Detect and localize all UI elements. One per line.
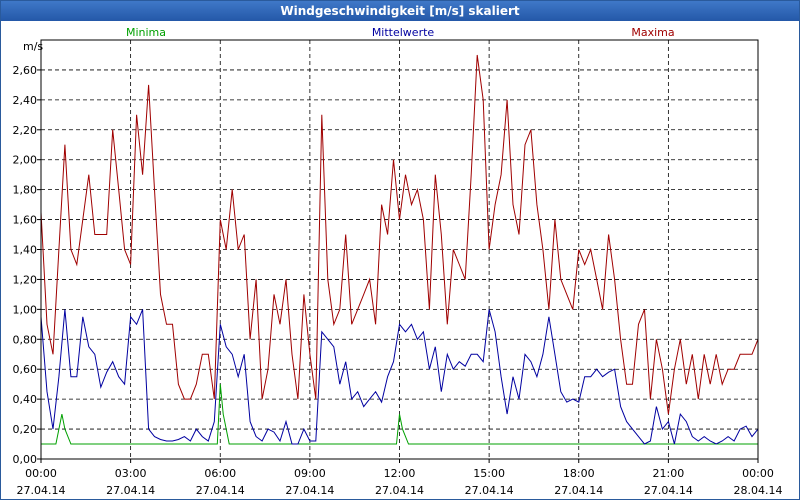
- legend: Minima Mittelwerte Maxima: [126, 26, 675, 39]
- grid-lines: [37, 40, 759, 463]
- x-tick-date-label: 27.04.14: [375, 484, 424, 497]
- x-tick-date-label: 27.04.14: [196, 484, 245, 497]
- series-line-minima: [41, 384, 758, 445]
- x-tick-date-label: 28.04.14: [734, 484, 783, 497]
- y-tick-label: 1,20: [13, 273, 38, 286]
- y-tick-label: 1,00: [13, 303, 38, 316]
- x-tick-time-label: 03:00: [115, 467, 147, 480]
- y-tick-label: 2,00: [13, 154, 38, 167]
- y-tick-label: 0,60: [13, 363, 38, 376]
- x-tick-date-label: 27.04.14: [17, 484, 66, 497]
- legend-entry-maxima: Maxima: [631, 26, 674, 39]
- y-tick-label: 0,00: [13, 453, 38, 466]
- y-axis-unit-label: m/s: [23, 40, 43, 53]
- chart-area: 0,00 0,20 0,40 0,60 0,80 1,00 1,20 1,40 1,60 1,80…: [13, 26, 783, 497]
- x-tick-time-label: 00:00: [742, 467, 774, 480]
- series-line-maxima: [40, 54, 759, 415]
- y-axis-tick-labels: 0,00 0,20 0,40 0,60 0,80 1,00 1,20 1,40 1,60 1,80…: [13, 64, 38, 466]
- y-tick-label: 2,40: [13, 94, 38, 107]
- x-tick-date-label: 27.04.14: [106, 484, 155, 497]
- x-tick-time-label: 15:00: [473, 467, 505, 480]
- series-line-mittelwerte: [40, 309, 759, 445]
- x-tick-time-label: 21:00: [653, 467, 685, 480]
- y-tick-label: 1,60: [13, 214, 38, 227]
- y-tick-label: 0,20: [13, 423, 38, 436]
- y-tick-label: 0,80: [13, 333, 38, 346]
- legend-entry-mittelwerte: Mittelwerte: [372, 26, 435, 39]
- x-tick-time-label: 09:00: [294, 467, 326, 480]
- legend-entry-minima: Minima: [126, 26, 166, 39]
- y-tick-label: 1,40: [13, 244, 38, 257]
- series-lines: [40, 54, 759, 445]
- y-tick-label: 2,60: [13, 64, 38, 77]
- x-tick-date-label: 27.04.14: [554, 484, 603, 497]
- x-tick-time-label: 06:00: [204, 467, 236, 480]
- y-tick-label: 1,80: [13, 184, 38, 197]
- window-title: Windgeschwindigkeit [m/s] skaliert: [1, 1, 799, 21]
- y-tick-label: 0,40: [13, 393, 38, 406]
- plot-frame: [40, 39, 759, 460]
- x-tick-time-label: 00:00: [25, 467, 57, 480]
- x-tick-date-label: 27.04.14: [644, 484, 693, 497]
- y-tick-label: 2,20: [13, 124, 38, 137]
- x-tick-date-label: 27.04.14: [285, 484, 334, 497]
- x-tick-time-label: 18:00: [563, 467, 595, 480]
- x-tick-date-label: 27.04.14: [465, 484, 514, 497]
- x-tick-time-label: 12:00: [384, 467, 416, 480]
- x-axis-tick-labels: 00:00 27.04.14 03:00 27.04.14 06:00 27.04.14 0…: [17, 467, 783, 497]
